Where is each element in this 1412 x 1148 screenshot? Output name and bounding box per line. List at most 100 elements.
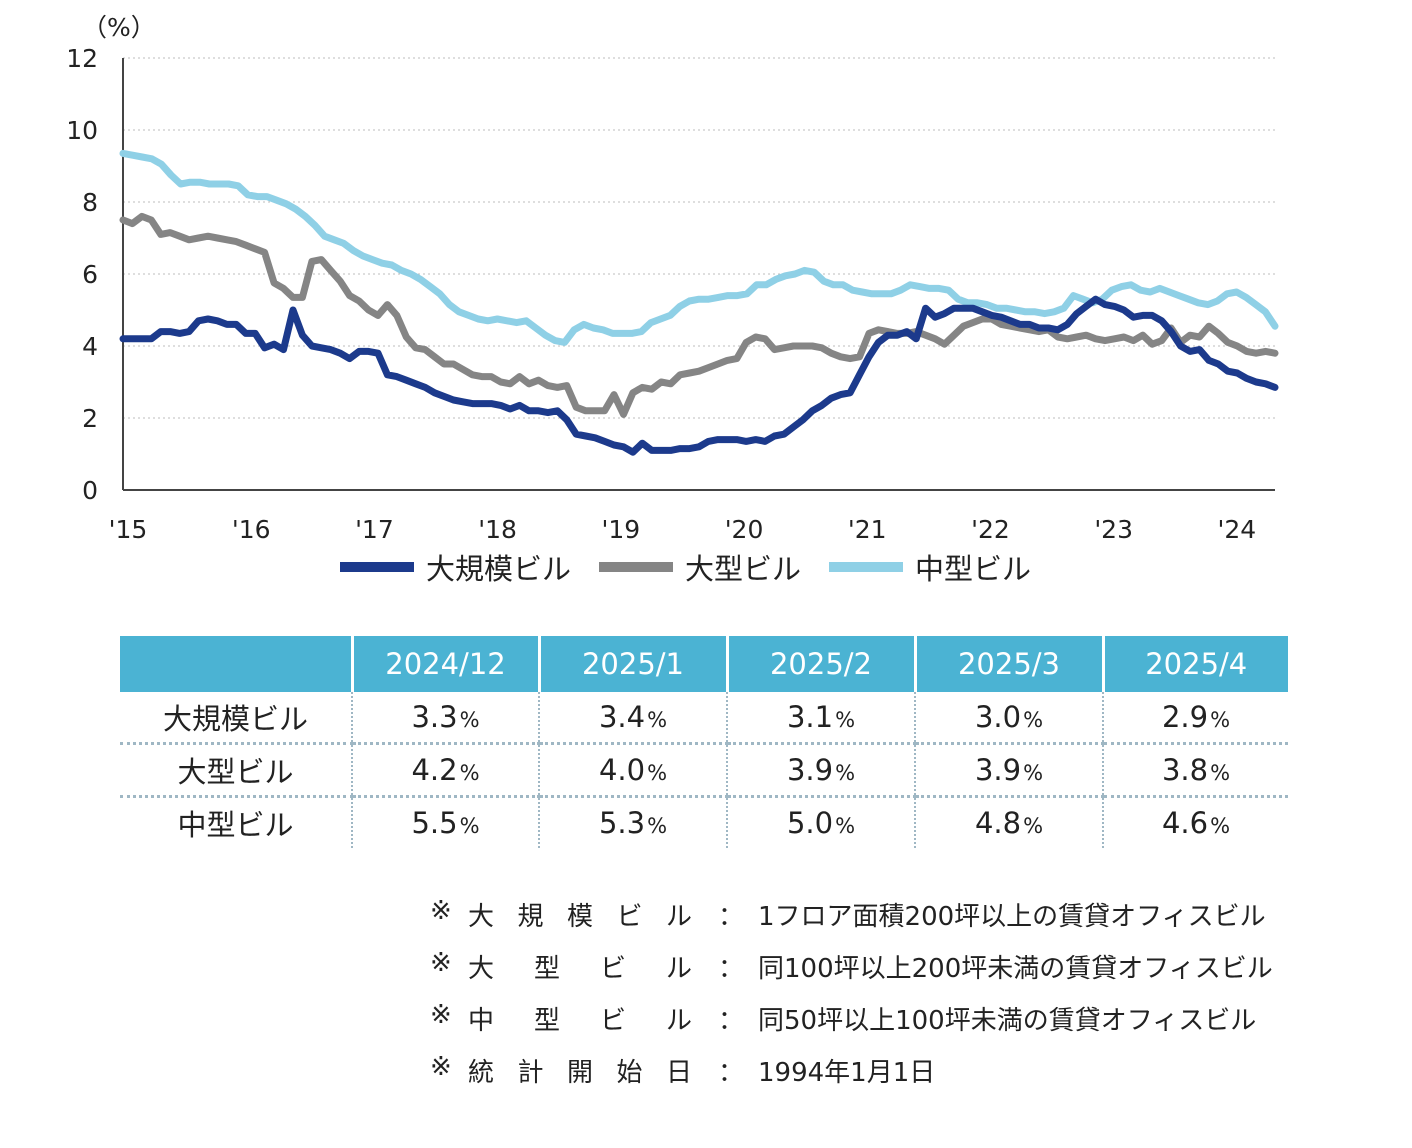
table-header-month: 2025/4 xyxy=(1101,636,1288,692)
y-tick-label: 2 xyxy=(82,404,98,433)
cell-unit: % xyxy=(1210,761,1231,785)
note-value: 1994年1月1日 xyxy=(758,1057,936,1088)
footnote-key: ※ 大 型 ビ ル xyxy=(430,948,718,985)
table-cell: 3.3% xyxy=(351,692,539,745)
note-value: 同50坪以上100坪未満の賃貸オフィスビル xyxy=(758,1005,1257,1036)
table-cell: 4.0% xyxy=(538,743,727,798)
note-label-char: ル xyxy=(665,1005,692,1036)
legend-label: 大規模ビル xyxy=(426,552,572,586)
footnote-key: ※ 統 計 開 始 日 xyxy=(430,1052,718,1089)
cell-unit: % xyxy=(1210,814,1231,838)
note-separator: ： xyxy=(718,901,745,932)
legend-item-large: 大型ビル xyxy=(599,546,801,588)
cell-unit: % xyxy=(835,708,856,732)
table-header-row: 2024/12 2025/1 2025/2 2025/3 2025/4 xyxy=(120,636,1288,692)
table-cell: 4.8% xyxy=(914,796,1103,848)
table-header-month: 2025/3 xyxy=(913,636,1103,692)
cell-value: 4.0 xyxy=(598,753,646,787)
note-separator: ： xyxy=(718,1005,745,1036)
note-separator: ： xyxy=(718,1057,745,1088)
y-tick-label: 0 xyxy=(82,476,98,505)
x-tick-label: '22 xyxy=(971,515,1010,544)
x-tick-label: '20 xyxy=(725,515,764,544)
cell-value: 3.9 xyxy=(786,753,834,787)
table-row: 中型ビル 5.5% 5.3% 5.0% 4.8% 4.6% xyxy=(120,796,1288,848)
legend-label: 大型ビル xyxy=(685,552,802,586)
x-tick-label: '21 xyxy=(848,515,887,544)
table-cell: 3.0% xyxy=(914,692,1103,745)
cell-value: 4.2 xyxy=(411,753,458,787)
note-label-char: ビ xyxy=(599,1005,626,1036)
note-label-char: 模 xyxy=(566,901,593,932)
note-label-char: 規 xyxy=(517,901,544,932)
table-cell: 5.0% xyxy=(726,796,915,848)
cell-unit: % xyxy=(459,761,480,785)
note-label-char: 大 xyxy=(468,953,495,984)
footnote-key: ※ 大 規 模 ビ ル xyxy=(430,896,718,933)
cell-unit: % xyxy=(835,761,856,785)
note-label-char: 型 xyxy=(533,1005,560,1036)
note-label-char: ル xyxy=(665,901,692,932)
table-cell: 3.9% xyxy=(914,743,1103,798)
row-label: 大規模ビル xyxy=(120,692,352,745)
cell-unit: % xyxy=(1023,761,1044,785)
note-label-char: 計 xyxy=(517,1057,544,1088)
vacancy-rate-table: 2024/12 2025/1 2025/2 2025/3 2025/4 大規模ビ… xyxy=(120,636,1288,848)
legend-item-large-scale: 大規模ビル xyxy=(340,546,571,588)
legend-swatch-medium xyxy=(829,562,904,572)
note-separator: ： xyxy=(718,953,745,984)
legend-item-medium: 中型ビル xyxy=(829,546,1031,588)
footnote-key: ※ 中 型 ビ ル xyxy=(430,1000,718,1037)
cell-unit: % xyxy=(1023,814,1044,838)
cell-unit: % xyxy=(647,761,668,785)
footnote-row: ※ 大 規 模 ビ ル ： 1フロア面積200坪以上の賃貸オフィスビル xyxy=(430,888,1273,940)
table-row: 大型ビル 4.2% 4.0% 3.9% 3.9% 3.8% xyxy=(120,743,1288,798)
legend-swatch-large-scale xyxy=(340,562,414,572)
footnote-row: ※ 統 計 開 始 日 ： 1994年1月1日 xyxy=(430,1044,1273,1096)
legend-swatch-large xyxy=(599,562,674,572)
note-label-char: 型 xyxy=(533,953,560,984)
table-cell: 5.3% xyxy=(538,796,727,848)
cell-unit: % xyxy=(835,814,856,838)
note-value: 同100坪以上200坪未満の賃貸オフィスビル xyxy=(758,953,1273,984)
cell-value: 3.0 xyxy=(974,700,1022,734)
table-cell: 5.5% xyxy=(351,796,539,848)
x-tick-label: '24 xyxy=(1218,515,1257,544)
x-tick-label: '18 xyxy=(478,515,517,544)
series-line xyxy=(119,149,1279,346)
note-mark: ※ xyxy=(430,895,452,926)
table-cell: 3.9% xyxy=(726,743,915,798)
note-label-char: 開 xyxy=(566,1057,593,1088)
table-cell: 3.1% xyxy=(726,692,915,745)
cell-unit: % xyxy=(647,708,668,732)
x-tick-label: '23 xyxy=(1094,515,1133,544)
series-line xyxy=(119,212,1279,418)
cell-unit: % xyxy=(647,814,668,838)
cell-value: 3.9 xyxy=(974,753,1022,787)
cell-unit: % xyxy=(459,708,480,732)
table-header-month: 2024/12 xyxy=(350,636,539,692)
note-label: 大 型 ビ ル xyxy=(468,948,692,985)
cell-unit: % xyxy=(1023,708,1044,732)
footnote-row: ※ 中 型 ビ ル ： 同50坪以上100坪未満の賃貸オフィスビル xyxy=(430,992,1273,1044)
footnotes: ※ 大 規 模 ビ ル ： 1フロア面積200坪以上の賃貸オフィスビル ※ 大 … xyxy=(430,888,1273,1096)
note-label-char: 中 xyxy=(468,1005,495,1036)
y-tick-label: 4 xyxy=(82,332,98,361)
table-cell: 4.6% xyxy=(1102,796,1288,848)
note-label: 統 計 開 始 日 xyxy=(468,1052,692,1089)
cell-value: 4.8 xyxy=(974,806,1022,840)
table-row: 大規模ビル 3.3% 3.4% 3.1% 3.0% 2.9% xyxy=(120,692,1288,745)
cell-value: 5.5 xyxy=(411,806,458,840)
x-tick-label: '15 xyxy=(109,515,148,544)
y-axis-label: （%） xyxy=(82,13,156,42)
note-label-char: 統 xyxy=(468,1057,495,1088)
series-lines xyxy=(119,149,1279,456)
y-tick-label: 8 xyxy=(82,188,98,217)
note-label: 中 型 ビ ル xyxy=(468,1000,692,1037)
table-header-month: 2025/2 xyxy=(725,636,915,692)
table-cell: 2.9% xyxy=(1102,692,1288,745)
cell-value: 3.8 xyxy=(1161,753,1209,787)
table-cell: 4.2% xyxy=(351,743,539,798)
y-axis: 0 2 4 6 8 10 12 xyxy=(66,44,124,505)
cell-unit: % xyxy=(459,814,480,838)
